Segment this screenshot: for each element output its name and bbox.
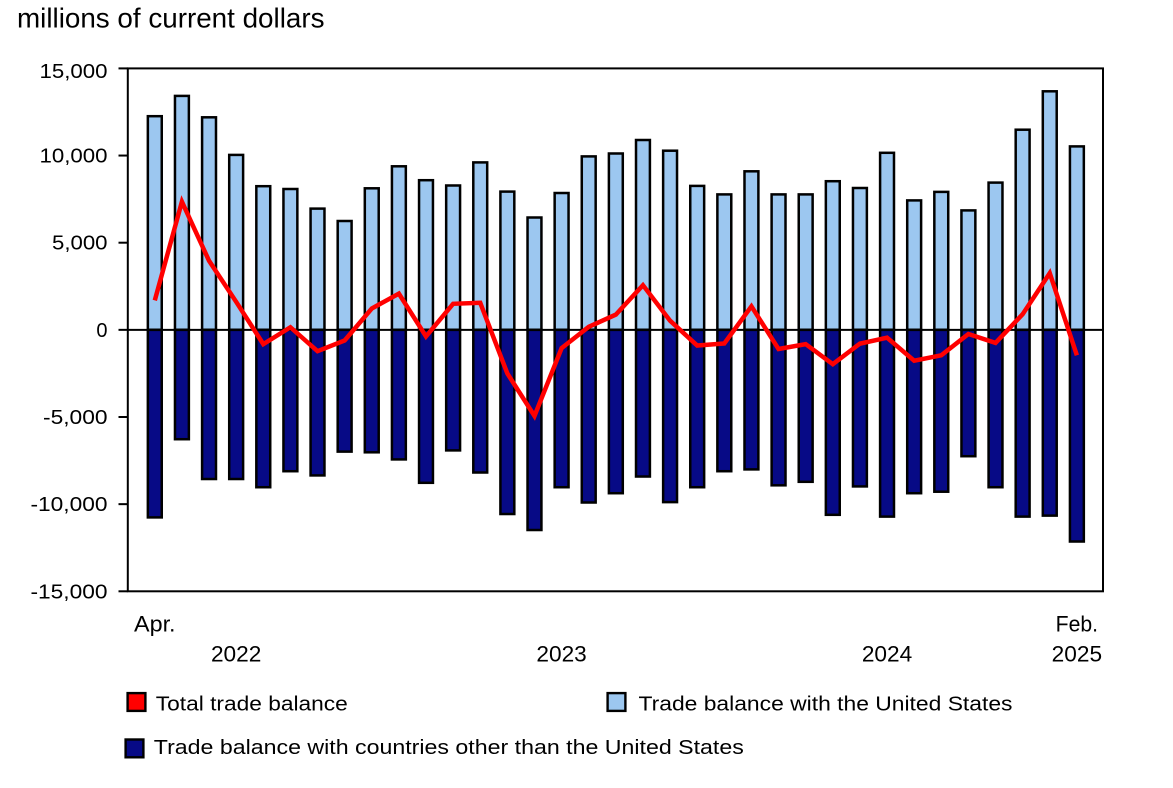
svg-text:-15,000: -15,000 [31, 581, 108, 603]
svg-text:Trade balance with the United: Trade balance with the United States [639, 694, 1013, 716]
svg-text:-5,000: -5,000 [43, 407, 108, 429]
svg-text:-10,000: -10,000 [31, 494, 108, 516]
svg-text:5,000: 5,000 [52, 233, 108, 255]
svg-text:10,000: 10,000 [40, 146, 108, 168]
svg-text:0: 0 [96, 320, 107, 342]
svg-text:Feb.: Feb. [1056, 612, 1098, 637]
svg-text:Total trade balance: Total trade balance [156, 694, 348, 716]
svg-text:15,000: 15,000 [40, 61, 108, 83]
svg-text:2022: 2022 [211, 642, 261, 667]
svg-text:2025: 2025 [1052, 642, 1102, 667]
svg-text:Trade balance with countries o: Trade balance with countries other than … [154, 737, 744, 759]
svg-text:Apr.: Apr. [134, 612, 176, 637]
svg-text:2024: 2024 [862, 642, 912, 667]
svg-text:millions of current dollars: millions of current dollars [17, 2, 325, 33]
svg-text:2023: 2023 [536, 642, 586, 667]
